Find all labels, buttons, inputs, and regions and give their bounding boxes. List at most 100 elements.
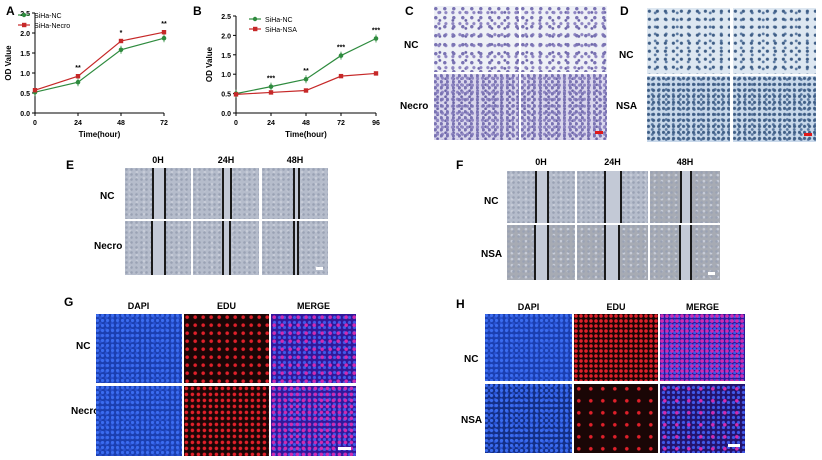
panel-c-row-nc: NC xyxy=(404,40,419,51)
panel-label-a: A xyxy=(6,4,15,18)
x-axis-label: Time(hour) xyxy=(79,130,121,139)
panel-e-image-necro-48h xyxy=(262,221,328,275)
panel-c-image-necro-1 xyxy=(434,74,519,140)
x-tick-label: 24 xyxy=(267,120,275,127)
significance-label: * xyxy=(120,30,123,37)
panel-c-scale-bar xyxy=(595,131,603,134)
x-tick-label: 24 xyxy=(74,120,82,127)
data-point xyxy=(373,71,379,76)
panel-d-image-nsa-2 xyxy=(733,76,816,142)
y-tick-label: 0.0 xyxy=(221,111,231,118)
panel-g-image-nc-edu xyxy=(184,314,269,383)
panel-label-h: H xyxy=(456,297,465,311)
panel-f-col-48h: 48H xyxy=(676,157,694,167)
panel-label-g: G xyxy=(64,295,74,309)
panel-c-image-nc-1 xyxy=(434,6,519,72)
panel-e-col-0h: 0H xyxy=(152,155,164,165)
panel-d-image-nc-1 xyxy=(647,8,730,74)
panel-h-image-nc-edu xyxy=(574,314,658,381)
panel-h-col-merge: MERGE xyxy=(685,302,719,312)
x-tick-label: 72 xyxy=(160,120,168,127)
panel-h-col-edu: EDU xyxy=(606,302,626,312)
panel-f-col-24h: 24H xyxy=(604,157,621,167)
panel-g-image-nc-merge xyxy=(271,314,356,383)
significance-label: ** xyxy=(161,21,167,28)
panel-h-scale-bar xyxy=(728,444,740,447)
legend-marker xyxy=(253,26,258,32)
panel-e-image-nc-48h xyxy=(262,168,328,219)
y-axis-label: OD Value xyxy=(205,46,214,82)
x-tick-label: 96 xyxy=(372,120,380,127)
legend-marker xyxy=(22,22,27,28)
y-tick-label: 1.0 xyxy=(20,71,30,78)
panel-e-image-nc-24h xyxy=(193,168,259,219)
panel-e-col-24h: 24H xyxy=(217,155,235,165)
data-point xyxy=(233,92,239,97)
legend-label: SiHa-NC xyxy=(265,17,293,24)
panel-e-image-necro-24h xyxy=(193,221,259,275)
significance-label: *** xyxy=(337,45,345,52)
panel-g-image-necro-merge xyxy=(271,386,356,456)
panel-c-row-necro: Necro xyxy=(400,101,429,112)
panel-f-image-nsa-0h xyxy=(507,225,575,280)
panel-f-row-nsa: NSA xyxy=(481,249,503,260)
panel-g-col-dapi: DAPI xyxy=(127,301,150,311)
panel-e-image-necro-0h xyxy=(125,221,191,275)
panel-label-f: F xyxy=(456,158,464,172)
panel-d-image-nsa-1 xyxy=(647,76,730,142)
panel-e-scale-bar xyxy=(316,267,323,270)
panel-g-image-necro-edu xyxy=(184,386,269,456)
panel-g-row-nc: NC xyxy=(76,341,91,352)
panel-label-b: B xyxy=(193,4,202,18)
data-point xyxy=(118,38,124,44)
panel-e-image-nc-0h xyxy=(125,168,191,219)
y-tick-label: 1.0 xyxy=(221,72,231,79)
y-tick-label: 1.5 xyxy=(20,51,30,58)
panel-f-image-nc-24h xyxy=(577,171,648,223)
panel-f-image-nc-48h xyxy=(650,171,720,223)
series-line-siha-nc xyxy=(34,37,165,93)
panel-f-image-nsa-48h xyxy=(650,225,720,280)
y-tick-label: 0.0 xyxy=(20,111,30,118)
data-point xyxy=(161,30,167,35)
significance-label: *** xyxy=(372,28,380,35)
panel-f-image-nsa-24h xyxy=(577,225,648,280)
y-tick-label: 0.5 xyxy=(20,91,30,98)
x-axis-label: Time(hour) xyxy=(285,130,327,139)
panel-f-image-nc-0h xyxy=(507,171,575,223)
series-line-siha-nc xyxy=(235,37,377,95)
panel-h-row-nsa: NSA xyxy=(461,415,483,426)
panel-g-col-merge: MERGE xyxy=(296,301,330,311)
panel-label-d: D xyxy=(620,4,629,18)
y-axis-label: OD Value xyxy=(4,45,13,81)
panel-e-row-necro: Necro xyxy=(94,241,123,252)
legend-label: SiHa-NC xyxy=(34,13,62,20)
legend-marker xyxy=(252,16,258,22)
significance-label: ** xyxy=(75,65,81,72)
panel-label-e: E xyxy=(66,158,75,172)
x-tick-label: 0 xyxy=(234,120,238,127)
data-point xyxy=(75,74,81,79)
y-tick-label: 2.5 xyxy=(221,14,231,21)
panel-c-image-nc-2 xyxy=(521,6,607,72)
panel-g-row-necro: Necro xyxy=(71,406,100,417)
panel-h-image-nsa-dapi xyxy=(485,384,572,453)
significance-label: ** xyxy=(303,68,309,75)
panel-h-image-nc-dapi xyxy=(485,314,572,381)
x-tick-label: 0 xyxy=(33,120,37,127)
panel-d-image-nc-2 xyxy=(733,8,816,74)
panel-f-row-nc: NC xyxy=(484,196,499,207)
panel-e-col-48h: 48H xyxy=(286,155,304,165)
y-tick-label: 0.5 xyxy=(221,92,231,99)
panel-d-scale-bar xyxy=(804,133,812,136)
panel-h-col-dapi: DAPI xyxy=(517,302,540,312)
data-point xyxy=(303,88,309,93)
panel-f-col-0h: 0H xyxy=(535,157,547,167)
legend-marker xyxy=(21,12,27,18)
panel-d-row-nc: NC xyxy=(619,50,634,61)
panel-h-image-nc-merge xyxy=(660,314,745,381)
panel-g-image-necro-dapi xyxy=(96,386,182,456)
chart-a: 0.00.51.01.52.02.50244872Time(hour)OD Va… xyxy=(4,11,168,139)
y-tick-label: 1.5 xyxy=(221,53,231,60)
panel-g-col-edu: EDU xyxy=(216,301,236,311)
